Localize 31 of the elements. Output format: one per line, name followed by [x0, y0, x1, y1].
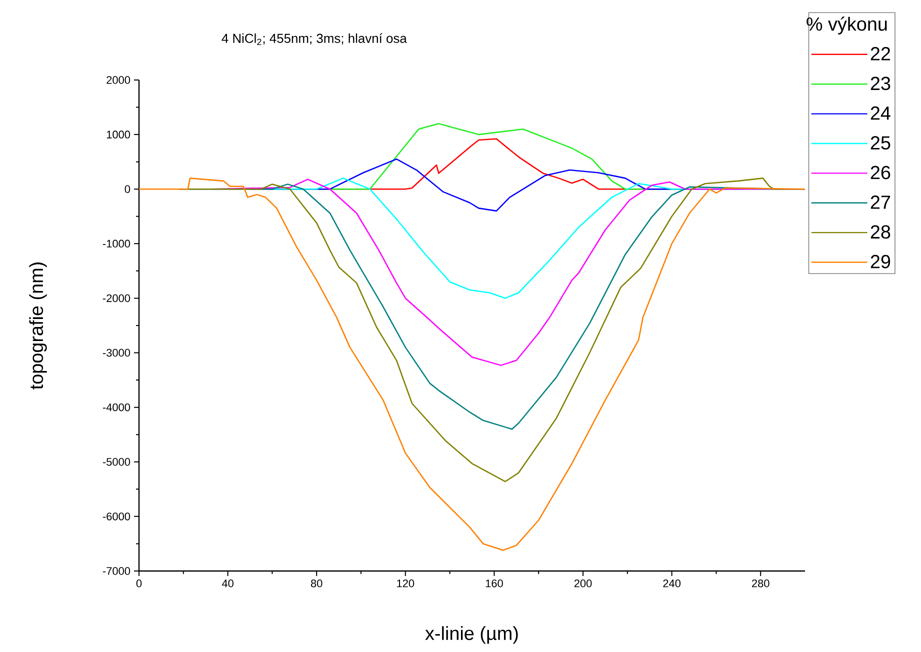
x-tick-label: 80 — [310, 580, 322, 588]
x-tick-label: 280 — [752, 580, 770, 588]
y-axis-title: topografie (nm) — [29, 262, 47, 390]
legend-label: 23 — [870, 76, 890, 90]
legend-label: 29 — [870, 254, 890, 268]
line-series — [139, 178, 806, 551]
y-tick-label: -5000 — [102, 458, 130, 466]
y-tick-label: 1000 — [106, 130, 130, 138]
legend-label: 28 — [870, 225, 890, 239]
y-tick-label: -3000 — [102, 348, 130, 357]
legend-label: 26 — [870, 166, 890, 180]
legend-label: 25 — [870, 136, 890, 150]
y-tick-label: -2000 — [102, 294, 130, 302]
y-tick-label: 2000 — [106, 76, 130, 84]
x-tick-label: 120 — [397, 580, 414, 588]
legend-label: 24 — [870, 106, 890, 120]
x-tick-label: 160 — [486, 580, 503, 588]
y-tick-label: -7000 — [102, 567, 130, 575]
x-axis-title: x-linie (µm) — [425, 626, 518, 644]
legend-label: 27 — [870, 196, 890, 209]
y-tick-label: -1000 — [102, 240, 130, 248]
legend-label: 22 — [870, 47, 890, 60]
y-tick-label: 0 — [124, 185, 130, 193]
x-tick-label: 240 — [663, 580, 681, 588]
legend-title: % výkonu — [806, 16, 887, 34]
x-tick-label: 0 — [136, 580, 142, 588]
chart-title: 4 NiCl$_{2}$; 455nm; 3ms; hlavní osa — [222, 33, 407, 46]
x-tick-label: 40 — [222, 580, 234, 588]
y-tick-label: -4000 — [102, 403, 130, 412]
y-tick-label: -6000 — [102, 512, 130, 520]
x-tick-label: 200 — [574, 580, 592, 588]
